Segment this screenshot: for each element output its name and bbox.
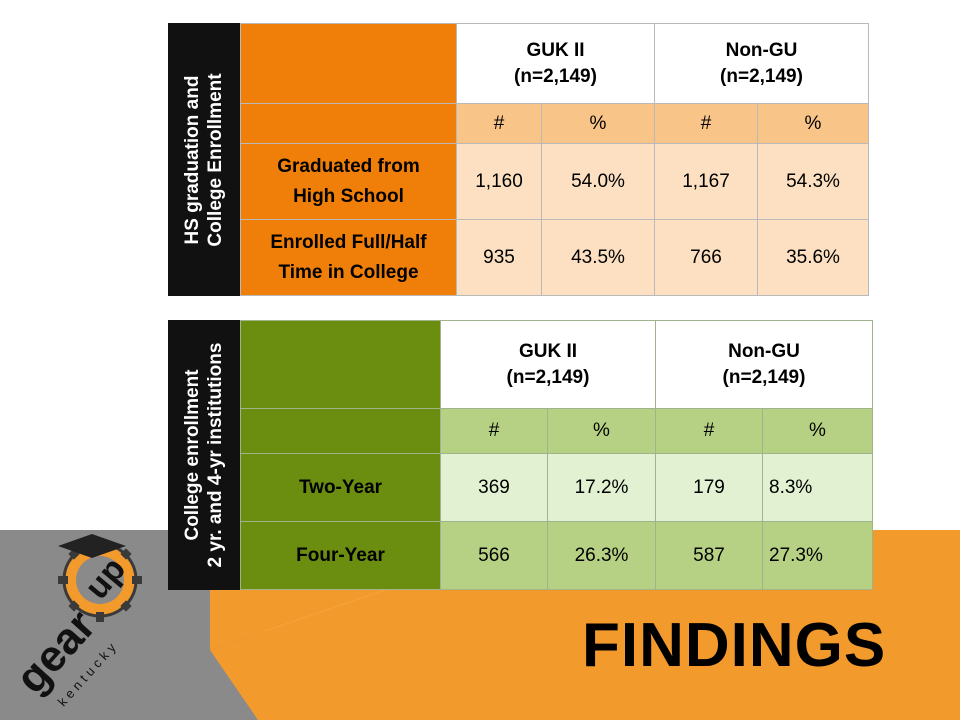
table1-subheader: # — [654, 103, 758, 144]
table-cell: 8.3% — [762, 453, 873, 522]
row-label: Graduated from High School — [240, 143, 457, 220]
table-cell: 35.6% — [757, 219, 869, 296]
table-cell: 54.0% — [541, 143, 655, 220]
table-cell: 27.3% — [762, 521, 873, 590]
table1-subheader-corner — [240, 103, 457, 144]
table-cell: 766 — [654, 219, 758, 296]
table1-header-guk: GUK II (n=2,149) — [456, 23, 655, 104]
gear-up-kentucky-logo: up gear kentucky — [6, 534, 142, 709]
table1-corner — [240, 23, 457, 104]
table1-subheader: # — [456, 103, 542, 144]
table-cell: 587 — [655, 521, 763, 590]
row-label: Enrolled Full/Half Time in College — [240, 219, 457, 296]
group-n: (n=2,149) — [514, 65, 597, 87]
table1-side-label-line1: HS graduation and — [182, 75, 203, 244]
table2-subheader-corner — [240, 408, 441, 454]
table-row: Enrolled Full/Half Time in College 935 4… — [240, 219, 869, 296]
table1-side-label: HS graduation and College Enrollment — [168, 23, 240, 296]
table2-subheader: # — [655, 408, 763, 454]
table-cell: 935 — [456, 219, 542, 296]
table2-side-label: College enrollment 2 yr. and 4-yr instit… — [168, 320, 240, 590]
table-row: Four-Year 566 26.3% 587 27.3% — [240, 521, 873, 590]
table-cell: 369 — [440, 453, 548, 522]
slide-title: FINDINGS — [582, 611, 887, 680]
graduation-cap-icon — [58, 534, 126, 558]
row-label-line2: Time in College — [278, 261, 419, 283]
group-name: Non-GU — [725, 39, 798, 61]
table2-corner — [240, 320, 441, 409]
group-n: (n=2,149) — [722, 366, 806, 388]
college-enrollment-table: GUK II (n=2,149) Non-GU (n=2,149) # % # … — [240, 320, 873, 590]
row-label-line2: High School — [293, 185, 404, 207]
group-n: (n=2,149) — [506, 366, 590, 388]
table-cell: 566 — [440, 521, 548, 590]
table2-side-label-line2: 2 yr. and 4-yr institutions — [205, 342, 226, 568]
table-cell: 179 — [655, 453, 763, 522]
row-label: Four-Year — [240, 521, 441, 590]
group-name: GUK II — [526, 39, 585, 61]
table2-header-nongu: Non-GU (n=2,149) — [655, 320, 873, 409]
group-name: Non-GU — [728, 340, 800, 362]
table-cell: 26.3% — [547, 521, 656, 590]
table-row: Two-Year 369 17.2% 179 8.3% — [240, 453, 873, 522]
table2-side-label-line1: College enrollment — [182, 369, 203, 541]
table1-header-nongu: Non-GU (n=2,149) — [654, 23, 869, 104]
gear-icon — [58, 538, 142, 622]
group-name: GUK II — [518, 340, 578, 362]
table-cell: 1,167 — [654, 143, 758, 220]
table2-subheader: % — [762, 408, 873, 454]
row-label-line1: Graduated from — [277, 155, 420, 177]
table-cell: 54.3% — [757, 143, 869, 220]
table2-subheader: % — [547, 408, 656, 454]
table-cell: 1,160 — [456, 143, 542, 220]
table1-side-label-line2: College Enrollment — [205, 72, 226, 247]
table-cell: 43.5% — [541, 219, 655, 296]
table2-header-guk: GUK II (n=2,149) — [440, 320, 656, 409]
table1-subheader: % — [757, 103, 869, 144]
table2-subheader: # — [440, 408, 548, 454]
group-n: (n=2,149) — [720, 65, 803, 87]
hs-graduation-table: GUK II (n=2,149) Non-GU (n=2,149) # % # … — [240, 23, 869, 296]
row-label: Two-Year — [240, 453, 441, 522]
table-row: Graduated from High School 1,160 54.0% 1… — [240, 143, 869, 220]
row-label-line1: Enrolled Full/Half — [270, 231, 427, 253]
table-cell: 17.2% — [547, 453, 656, 522]
table1-subheader: % — [541, 103, 655, 144]
